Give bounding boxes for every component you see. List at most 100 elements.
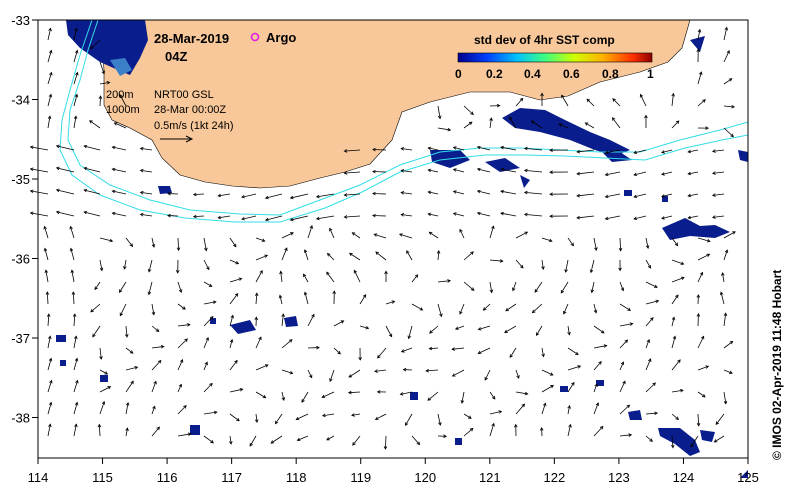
current-arrow <box>229 360 238 371</box>
current-arrow <box>270 435 283 444</box>
current-arrow-head <box>539 426 544 431</box>
bathymetry-contours <box>59 19 749 223</box>
current-arrow <box>619 303 631 311</box>
current-arrow-head <box>175 270 180 274</box>
current-arrow-head <box>377 354 381 359</box>
current-arrow <box>437 413 441 426</box>
current-arrow-head <box>182 306 186 310</box>
current-arrow <box>84 211 101 217</box>
current-arrow-head <box>326 252 331 257</box>
current-arrow <box>593 303 597 313</box>
current-arrow <box>47 28 51 41</box>
current-arrow-head <box>147 291 152 296</box>
current-arrow <box>30 190 49 195</box>
current-arrow-head <box>633 150 638 155</box>
current-arrow <box>203 362 208 371</box>
current-arrow <box>405 413 413 426</box>
current-arrow-head <box>130 380 134 385</box>
current-arrow-head <box>405 422 409 426</box>
current-arrow <box>140 169 153 173</box>
current-arrow <box>671 389 684 393</box>
current-arrow-head <box>427 168 432 173</box>
current-arrow-head <box>101 70 105 75</box>
current-arrow-head <box>571 381 575 386</box>
current-arrow <box>645 259 651 269</box>
current-arrow-head <box>711 171 716 175</box>
current-arrow-head <box>29 189 34 194</box>
current-arrow-head <box>505 307 509 312</box>
current-arrow <box>524 191 543 195</box>
current-arrow <box>90 303 101 313</box>
current-arrow <box>463 251 474 261</box>
current-arrow-head <box>107 386 112 390</box>
current-arrow-head <box>391 300 396 304</box>
current-arrow <box>296 413 309 420</box>
current-arrow-head <box>576 171 581 176</box>
current-arrow <box>344 193 361 196</box>
current-arrow <box>531 120 543 129</box>
current-arrow-head <box>721 272 725 276</box>
current-arrow <box>640 94 647 107</box>
current-arrow <box>645 300 659 305</box>
current-arrow-head <box>48 93 53 98</box>
current-arrow <box>99 347 102 360</box>
credit-label: © IMOS 02-Apr-2019 11:48 Hobart <box>770 270 784 460</box>
current-arrow <box>489 259 503 262</box>
current-arrow-head <box>337 350 341 355</box>
current-arrow <box>203 383 213 393</box>
current-arrow-head <box>376 390 381 394</box>
current-arrow-head <box>439 313 443 318</box>
current-arrow-head <box>498 410 503 414</box>
current-arrow-head <box>699 71 703 76</box>
current-arrow <box>478 347 491 354</box>
lon-tick-label: 122 <box>544 470 566 485</box>
current-arrow-head <box>176 247 181 252</box>
current-arrow-head <box>661 150 665 154</box>
current-arrow-head <box>238 277 243 281</box>
current-arrow <box>723 341 733 349</box>
current-arrow-head <box>428 231 433 236</box>
current-arrow <box>459 229 465 239</box>
current-arrow-head <box>321 394 326 399</box>
current-arrow <box>255 254 268 261</box>
current-arrow <box>151 346 164 349</box>
current-arrow <box>633 215 647 220</box>
current-arrow <box>229 413 240 422</box>
current-arrow <box>452 369 465 377</box>
current-arrow-head <box>383 446 388 450</box>
current-arrow <box>47 94 52 107</box>
current-arrow <box>515 391 528 395</box>
current-arrow-head <box>301 399 305 403</box>
current-arrow-head <box>289 217 294 222</box>
current-arrow-head <box>541 353 545 358</box>
current-arrow-head <box>119 289 123 293</box>
current-arrow <box>119 281 127 293</box>
current-arrow <box>125 325 128 338</box>
current-arrow <box>177 359 183 371</box>
current-arrow-head <box>204 361 208 366</box>
current-arrow-head <box>111 189 116 194</box>
current-arrow-head <box>699 271 704 276</box>
current-arrow <box>56 167 75 173</box>
current-arrow <box>477 190 491 195</box>
current-arrow <box>463 281 475 291</box>
current-arrow <box>307 225 313 239</box>
current-arrow <box>645 281 658 288</box>
current-arrow <box>229 237 237 247</box>
current-arrow-head <box>179 359 184 363</box>
current-arrow <box>399 233 413 239</box>
current-arrow <box>151 406 156 415</box>
current-arrow <box>290 215 309 221</box>
current-arrow-head <box>125 401 130 406</box>
current-arrow <box>46 291 49 305</box>
current-arrow-head <box>139 212 144 217</box>
current-arrow <box>140 147 153 151</box>
current-arrow-head <box>303 249 308 253</box>
current-arrow-head <box>524 391 529 396</box>
current-arrow-head <box>568 423 572 428</box>
current-arrow-head <box>316 345 320 350</box>
current-arrow <box>463 105 474 115</box>
current-arrow-head <box>43 225 47 230</box>
current-arrow-head <box>680 388 684 393</box>
